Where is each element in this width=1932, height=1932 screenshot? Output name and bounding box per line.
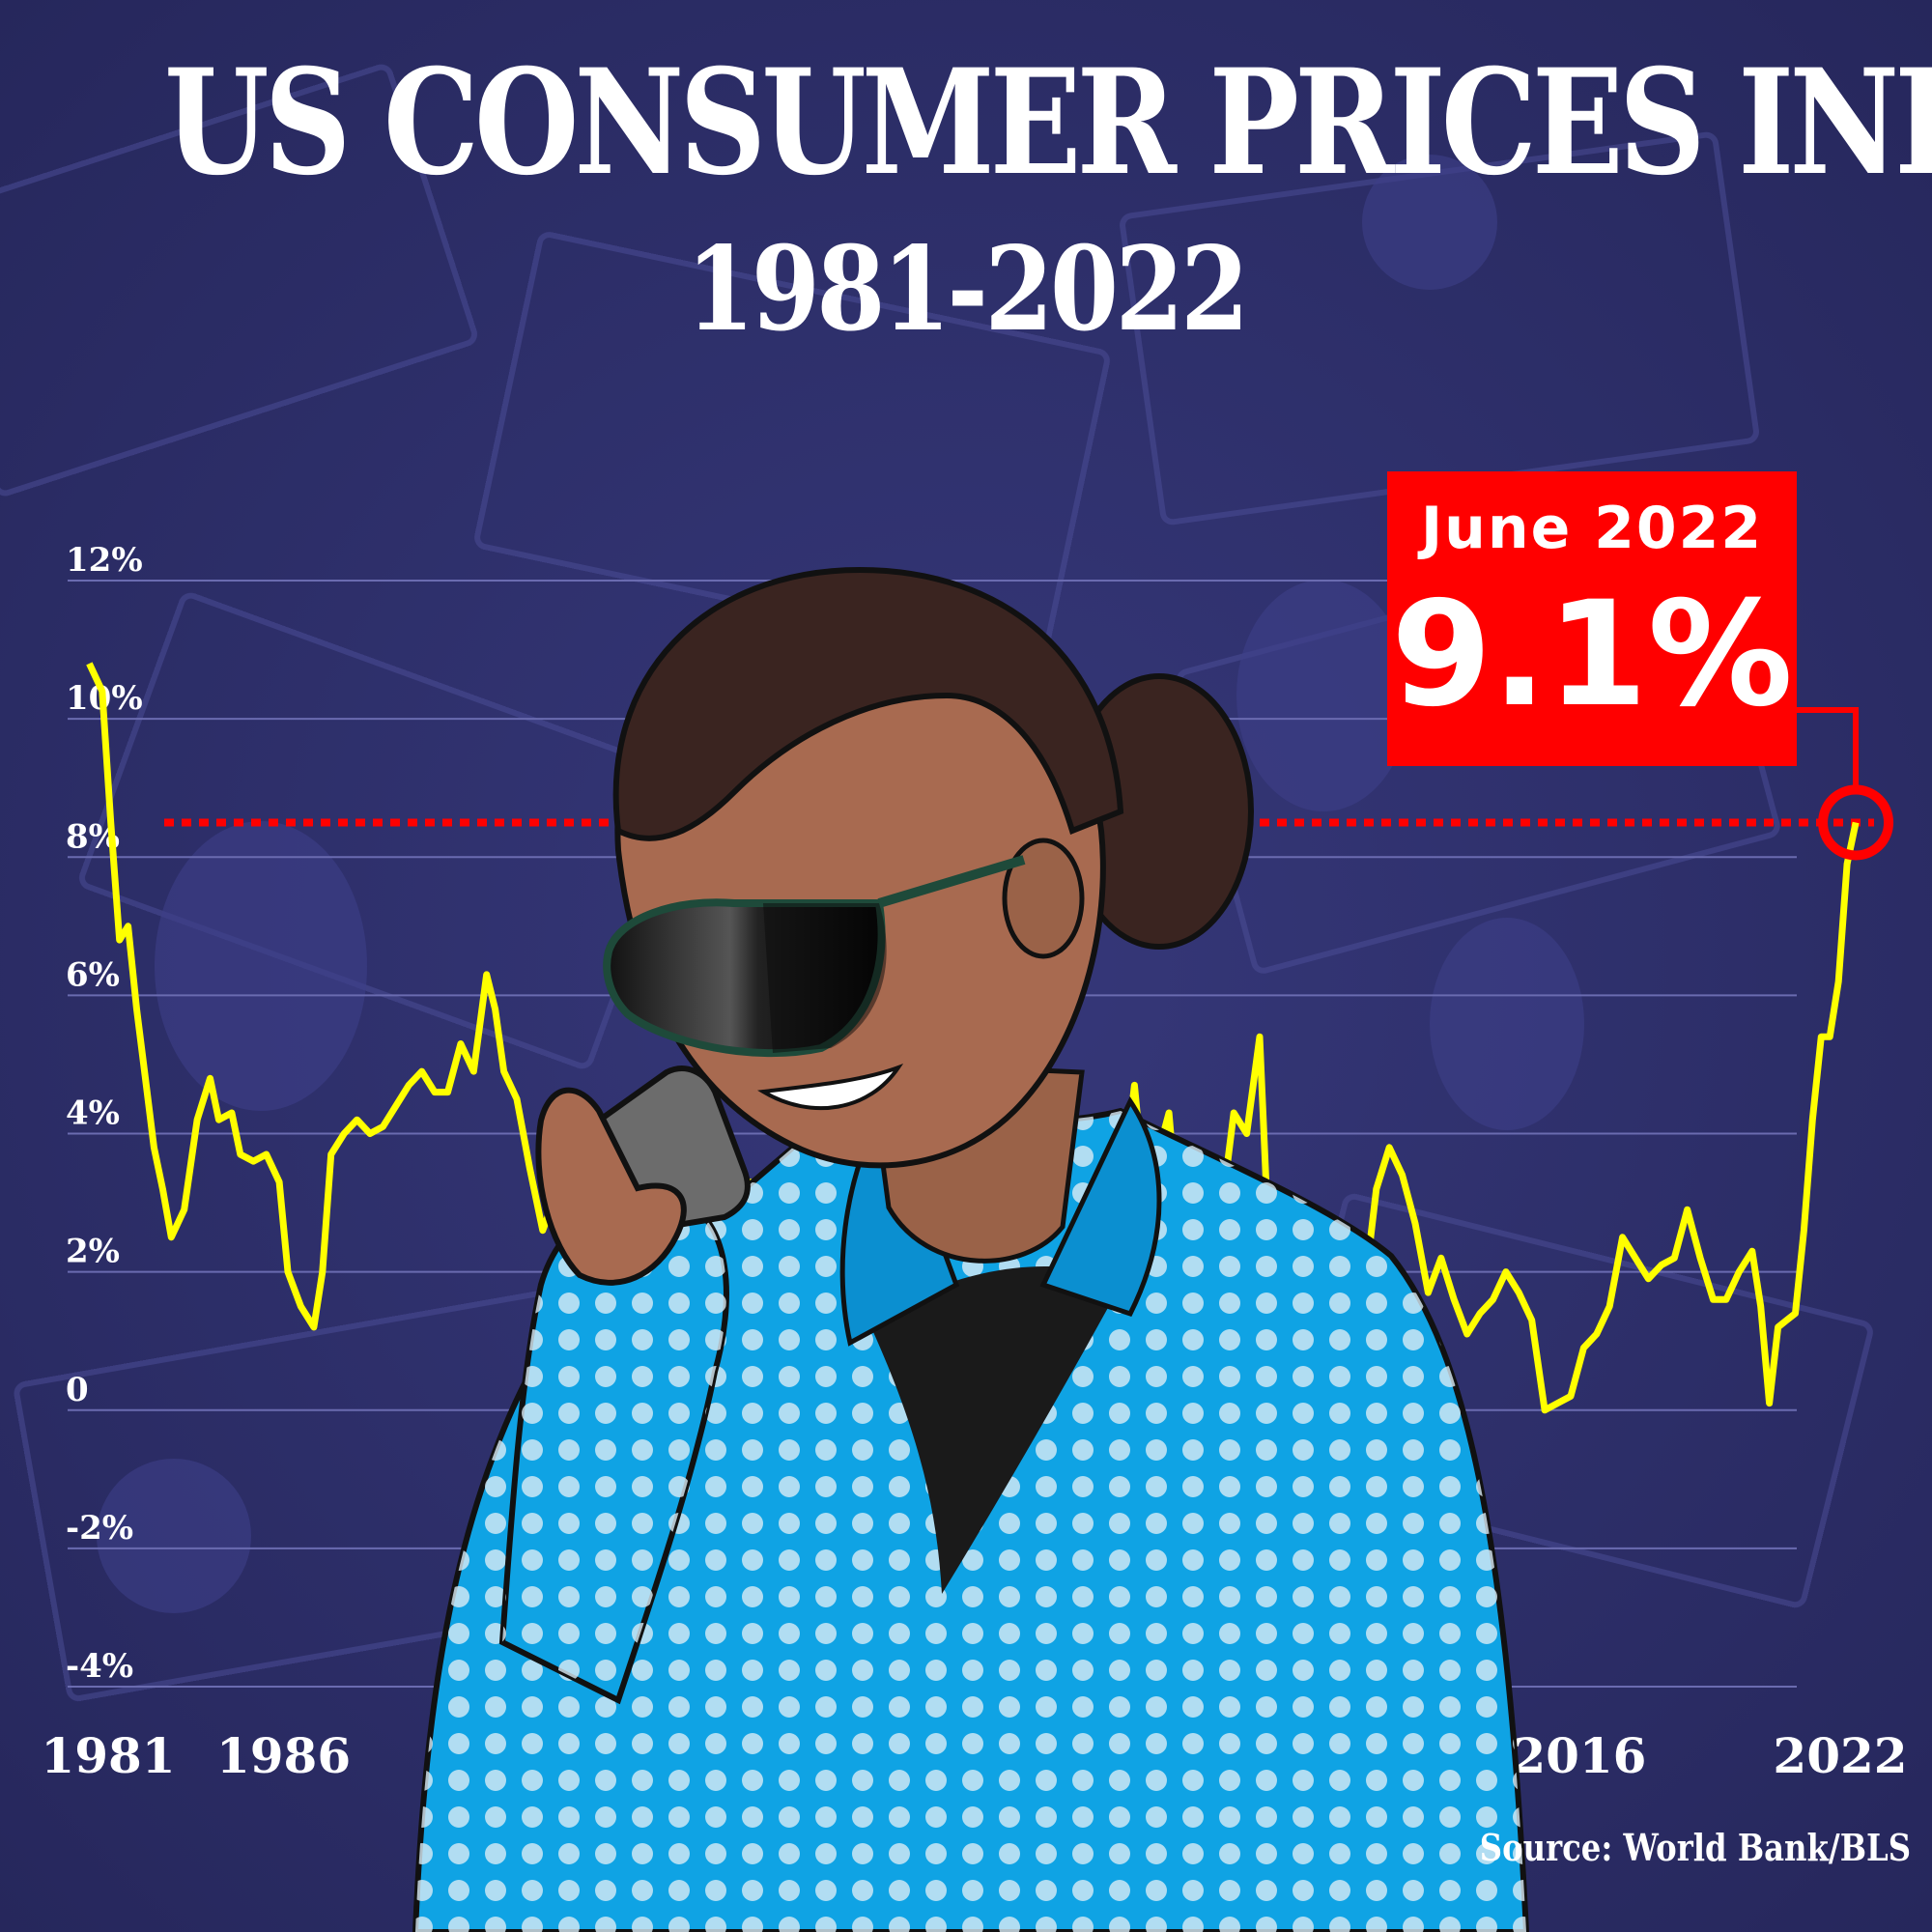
highlight-point-ring bbox=[1818, 784, 1894, 861]
chart-subtitle: 1981-2022 bbox=[686, 221, 1249, 357]
y-tick-label: 6% bbox=[66, 955, 120, 994]
y-tick-label: 12% bbox=[66, 541, 143, 580]
callout-value-label: 9.1% bbox=[1390, 571, 1793, 739]
source-note: Source: World Bank/BLS bbox=[1479, 1826, 1911, 1869]
june-2022-callout: June 2022 9.1% bbox=[1387, 471, 1797, 766]
x-tick-label: 1981 bbox=[41, 1727, 175, 1784]
y-tick-label: 2% bbox=[66, 1233, 120, 1271]
x-tick-label: 1986 bbox=[216, 1727, 351, 1784]
x-axis-ticks: 1981 1986 2016 2022 bbox=[41, 1727, 1907, 1784]
y-tick-label: -4% bbox=[66, 1647, 133, 1686]
y-tick-label: -2% bbox=[66, 1509, 133, 1548]
chart-title: US CONSUMER PRICES INFLATION bbox=[164, 38, 1932, 208]
x-tick-label: 2022 bbox=[1773, 1727, 1907, 1784]
y-tick-label: 0 bbox=[66, 1371, 89, 1409]
callout-date-label: June 2022 bbox=[1420, 495, 1764, 562]
y-tick-label: 4% bbox=[66, 1094, 120, 1133]
callout-leader-line bbox=[1797, 707, 1860, 790]
x-tick-label: 2016 bbox=[1512, 1727, 1646, 1784]
